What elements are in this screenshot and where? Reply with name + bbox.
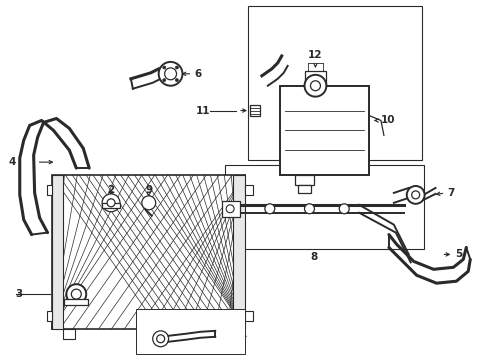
Bar <box>47 185 51 195</box>
Circle shape <box>159 62 182 86</box>
Text: 7: 7 <box>447 188 455 198</box>
Bar <box>47 311 51 321</box>
Circle shape <box>175 78 178 82</box>
Text: 12: 12 <box>308 50 323 60</box>
Bar <box>63 329 75 339</box>
Bar <box>225 165 424 249</box>
Circle shape <box>72 289 81 299</box>
Bar <box>245 185 253 195</box>
Text: 5: 5 <box>455 249 463 260</box>
Bar <box>245 311 253 321</box>
Circle shape <box>412 191 419 199</box>
Bar <box>102 203 120 208</box>
Bar <box>51 175 245 329</box>
Text: 4: 4 <box>8 157 16 167</box>
Bar <box>51 175 63 329</box>
Text: 2: 2 <box>107 185 115 195</box>
Bar <box>64 299 88 305</box>
Bar <box>297 185 312 193</box>
Circle shape <box>102 194 120 212</box>
Circle shape <box>305 75 326 96</box>
Text: 1: 1 <box>240 329 247 339</box>
Bar <box>280 86 369 175</box>
Text: 8: 8 <box>311 252 318 262</box>
Bar <box>248 6 421 160</box>
Circle shape <box>407 186 425 204</box>
Text: 10: 10 <box>381 116 395 126</box>
Circle shape <box>157 335 165 343</box>
Text: 6: 6 <box>195 69 202 79</box>
Circle shape <box>226 205 234 213</box>
Circle shape <box>66 284 86 304</box>
Bar <box>222 201 240 217</box>
Circle shape <box>153 331 169 347</box>
Circle shape <box>265 204 275 214</box>
Bar <box>219 329 231 339</box>
Bar <box>250 105 260 117</box>
Bar <box>294 175 315 185</box>
Text: 3: 3 <box>16 289 23 299</box>
Bar <box>305 71 326 86</box>
Circle shape <box>165 68 176 80</box>
Circle shape <box>305 204 315 214</box>
Text: 9: 9 <box>145 185 152 195</box>
Circle shape <box>163 66 166 69</box>
Bar <box>233 175 245 329</box>
Circle shape <box>175 66 178 69</box>
Circle shape <box>163 78 166 82</box>
Circle shape <box>311 81 320 91</box>
Circle shape <box>107 199 115 207</box>
Circle shape <box>339 204 349 214</box>
Bar <box>136 309 245 354</box>
Text: 11: 11 <box>196 105 210 116</box>
Circle shape <box>142 196 156 210</box>
